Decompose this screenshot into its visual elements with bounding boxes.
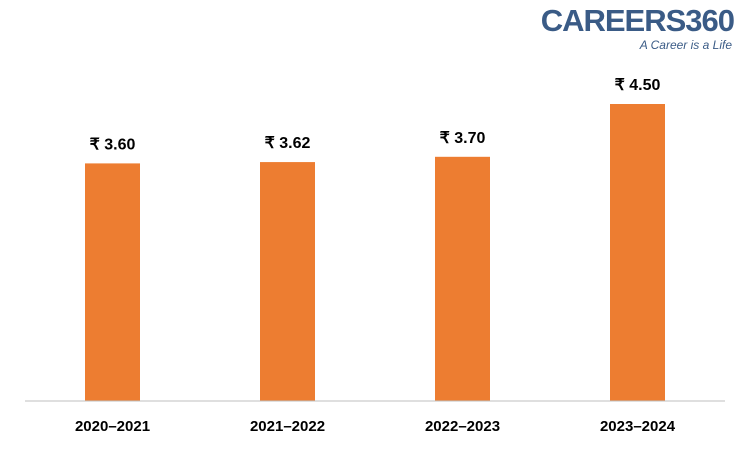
tick-labels-group: 2020–2021 2021–2022 2022–2023 2023–2024 [75,418,676,435]
logo-name: CAREERS360 [540,3,735,38]
data-label-2: ₹ 3.62 [265,135,311,152]
data-labels-group: ₹ 3.60 ₹ 3.62 ₹ 3.70 ₹ 4.50 [90,77,661,153]
careers360-logo: CAREERS360 A Career is a Life [534,3,735,56]
bar-4 [610,104,665,401]
data-label-3: ₹ 3.70 [440,130,486,147]
bars-group [85,104,665,401]
x-tick-label-3: 2022–2023 [425,418,500,435]
data-label-4: ₹ 4.50 [615,77,661,94]
bar-3 [435,156,490,401]
bar-2 [260,162,315,401]
data-label-1: ₹ 3.60 [90,136,136,153]
x-tick-label-2: 2021–2022 [250,418,325,435]
x-tick-label-4: 2023–2024 [600,418,676,435]
logo-tagline: A Career is a Life [639,38,732,52]
bar-1 [85,163,140,401]
x-tick-label-1: 2020–2021 [75,418,150,435]
